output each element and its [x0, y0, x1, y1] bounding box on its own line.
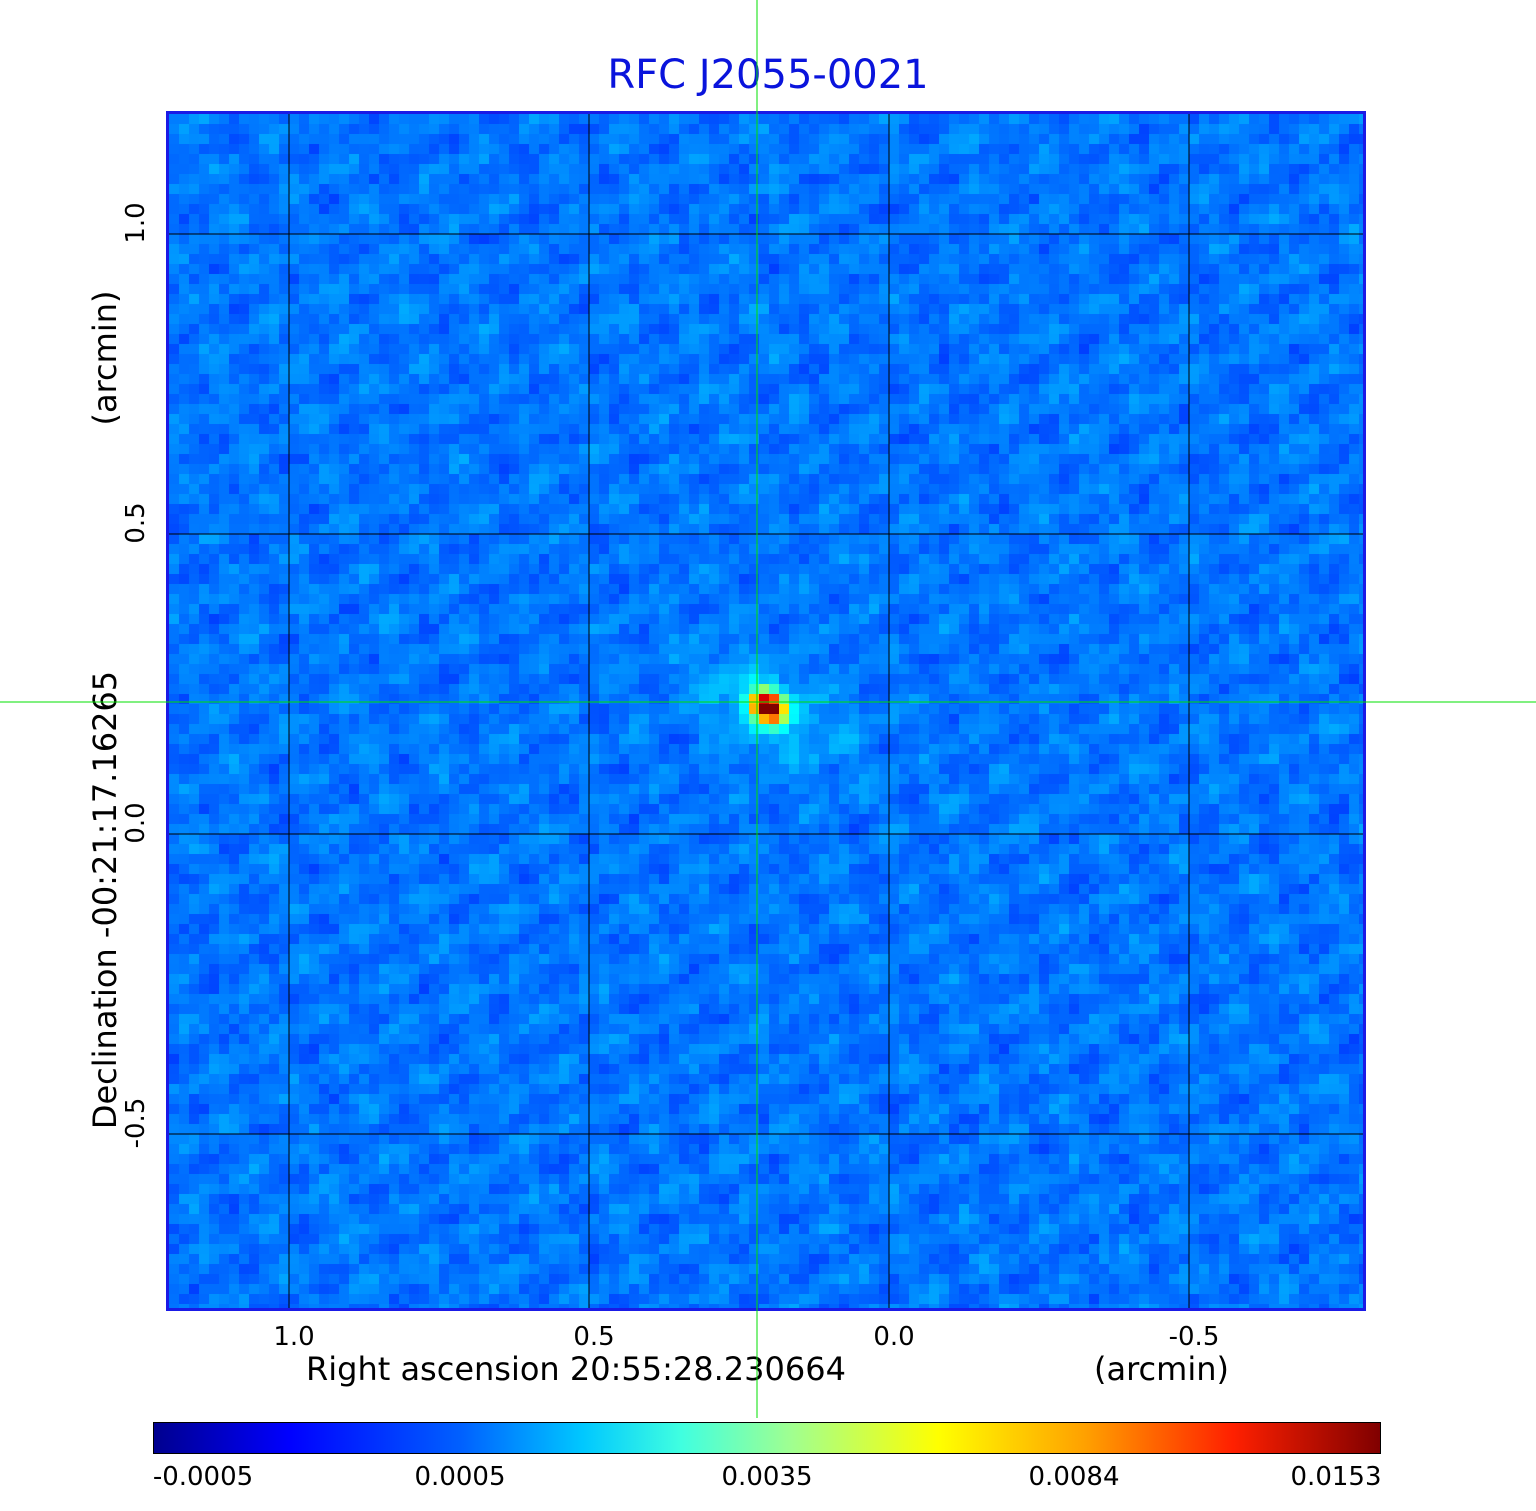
y-tick-label: 0.5: [121, 502, 151, 544]
colorbar-tick-label: 0.0153: [1290, 1462, 1382, 1492]
intensity-map: [169, 114, 1363, 1308]
colorbar-tick-label: 0.0005: [414, 1462, 506, 1492]
chart-title: RFC J2055-0021: [607, 52, 929, 98]
x-axis-label: Right ascension 20:55:28.230664: [306, 1350, 846, 1388]
colorbar: [153, 1422, 1381, 1454]
x-axis-unit: (arcmin): [1094, 1350, 1229, 1388]
grid-lines: [169, 114, 1363, 1308]
x-tick-label: 0.0: [873, 1322, 915, 1352]
x-tick-label: 0.5: [573, 1322, 615, 1352]
sky-image-plot: [166, 111, 1366, 1311]
y-axis-label: Declination -00:21:17.16265: [86, 670, 124, 1130]
colorbar-tick-label: 0.0035: [721, 1462, 813, 1492]
y-tick-label: 0.0: [121, 802, 151, 844]
y-axis-unit: (arcmin): [86, 290, 124, 426]
y-tick-label: 1.0: [121, 202, 151, 244]
colorbar-tick-label: 0.0084: [1028, 1462, 1120, 1492]
y-tick-label: -0.5: [121, 1097, 151, 1149]
x-tick-label: -0.5: [1168, 1322, 1220, 1352]
x-tick-label: 1.0: [273, 1322, 315, 1352]
colorbar-tick-label: -0.0005: [152, 1462, 254, 1492]
